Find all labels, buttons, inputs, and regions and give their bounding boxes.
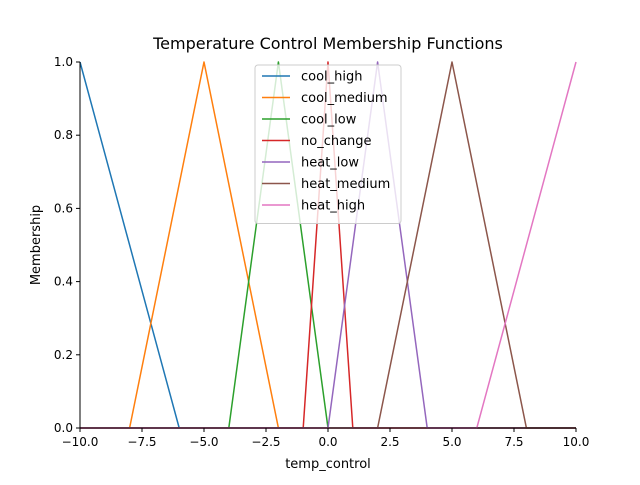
y-tick-label: 0.2 — [54, 348, 73, 362]
legend-label: cool_low — [301, 113, 357, 128]
x-tick-label: 7.5 — [504, 435, 523, 449]
y-axis-label: Membership — [29, 205, 44, 285]
chart-title: Temperature Control Membership Functions — [152, 34, 503, 53]
legend-label: heat_low — [301, 156, 359, 171]
y-tick-label: 0.6 — [54, 201, 73, 215]
x-tick-label: 10.0 — [563, 435, 590, 449]
legend-label: heat_high — [301, 199, 365, 214]
x-tick-label: 0.0 — [318, 435, 337, 449]
x-tick-label: 2.5 — [380, 435, 399, 449]
axes-layer: −10.0 −7.5 −5.0 −2.5 0.0 2.5 5.0 7.5 10.0 0.0 0.2 0… — [54, 55, 589, 449]
x-axis-label: temp_control — [285, 457, 371, 472]
y-tick-label: 1.0 — [54, 55, 73, 69]
x-tick-label: −2.5 — [251, 435, 280, 449]
x-tick-label: −10.0 — [62, 435, 99, 449]
legend-label: heat_medium — [301, 177, 390, 192]
legend-label: no_change — [301, 134, 372, 149]
legend-label: cool_medium — [301, 91, 388, 106]
x-tick-label: 5.0 — [442, 435, 461, 449]
y-tick-label: 0.8 — [54, 128, 73, 142]
x-tick-label: −7.5 — [127, 435, 156, 449]
legend: cool_high cool_medium cool_low no_changehea… — [254, 64, 402, 224]
legend-label: cool_high — [301, 70, 363, 85]
x-tick-label: −5.0 — [189, 435, 218, 449]
legend-box — [254, 64, 402, 224]
y-tick-label: 0.0 — [54, 421, 73, 435]
y-tick-label: 0.4 — [54, 275, 73, 289]
